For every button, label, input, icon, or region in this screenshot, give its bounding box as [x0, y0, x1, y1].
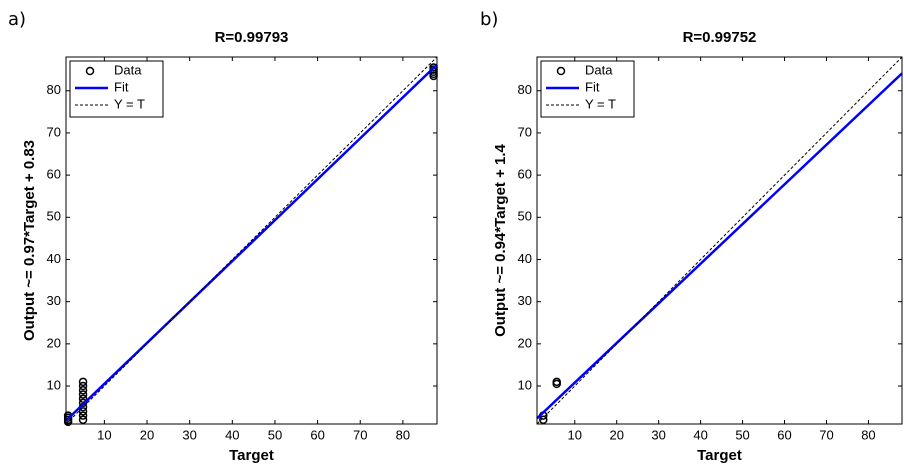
y-tick-label: 20 — [47, 335, 61, 350]
x-tick-label: 80 — [861, 427, 875, 442]
data-point — [78, 381, 88, 391]
data-point — [78, 398, 88, 408]
x-tick-label: 10 — [568, 427, 582, 442]
x-tick-label: 70 — [819, 427, 833, 442]
y-tick-label: 80 — [518, 82, 532, 97]
x-tick-label: 30 — [651, 427, 665, 442]
panel-label: a) — [8, 9, 26, 30]
legend-label: Fit — [114, 79, 129, 94]
y-tick-label: 60 — [518, 167, 532, 182]
panel-label: b) — [480, 9, 498, 30]
chart-title: R=0.99752 — [683, 29, 757, 46]
data-point — [78, 386, 88, 395]
x-tick-label: 50 — [268, 427, 282, 442]
x-axis-label: Target — [697, 447, 742, 464]
y-tick-label: 60 — [47, 167, 61, 182]
x-tick-label: 30 — [182, 427, 196, 442]
data-point — [78, 394, 88, 403]
legend-marker — [85, 66, 95, 76]
chart-title: R=0.99793 — [215, 29, 289, 46]
y-tick-label: 30 — [47, 293, 61, 308]
y-axis-label: Output ~= 0.97*Target + 0.83 — [21, 140, 38, 341]
axes-frame — [65, 56, 438, 425]
y-axis-label: Output ~= 0.94*Target + 1.4 — [492, 143, 509, 336]
y-tick-label: 50 — [47, 209, 61, 224]
x-tick-label: 80 — [396, 427, 410, 442]
legend-label: Fit — [585, 79, 600, 94]
y-tick-label: 40 — [47, 251, 61, 266]
data-point — [78, 407, 88, 416]
data-point — [78, 390, 88, 399]
x-axis-label: Target — [229, 447, 274, 464]
legend-label: Y = T — [585, 96, 616, 111]
data-point — [78, 377, 88, 387]
y-tick-label: 10 — [518, 377, 532, 392]
data-point — [552, 377, 561, 387]
y-tick-label: 30 — [518, 293, 532, 308]
x-tick-label: 50 — [735, 427, 749, 442]
data-point — [78, 415, 88, 425]
y-tick-label: 50 — [518, 209, 532, 224]
identity-line — [536, 56, 903, 425]
identity-line — [65, 56, 438, 425]
fit-line — [65, 63, 438, 422]
x-tick-label: 40 — [693, 427, 707, 442]
data-point — [78, 411, 88, 420]
x-tick-label: 10 — [97, 427, 111, 442]
legend-label: Data — [114, 62, 142, 77]
legend-label: Data — [585, 62, 613, 77]
x-tick-label: 70 — [353, 427, 367, 442]
axes-frame — [536, 56, 903, 425]
legend-label: Y = T — [114, 96, 145, 111]
x-tick-label: 20 — [140, 427, 154, 442]
y-tick-label: 20 — [518, 335, 532, 350]
fit-line — [536, 72, 903, 420]
x-tick-label: 40 — [225, 427, 239, 442]
y-tick-label: 80 — [47, 82, 61, 97]
x-tick-label: 60 — [777, 427, 791, 442]
x-tick-label: 20 — [609, 427, 623, 442]
x-tick-label: 60 — [310, 427, 324, 442]
data-point — [539, 415, 548, 425]
y-tick-label: 70 — [518, 124, 532, 139]
legend-marker — [556, 66, 566, 76]
y-tick-label: 70 — [47, 124, 61, 139]
y-tick-label: 40 — [518, 251, 532, 266]
y-tick-label: 10 — [47, 377, 61, 392]
